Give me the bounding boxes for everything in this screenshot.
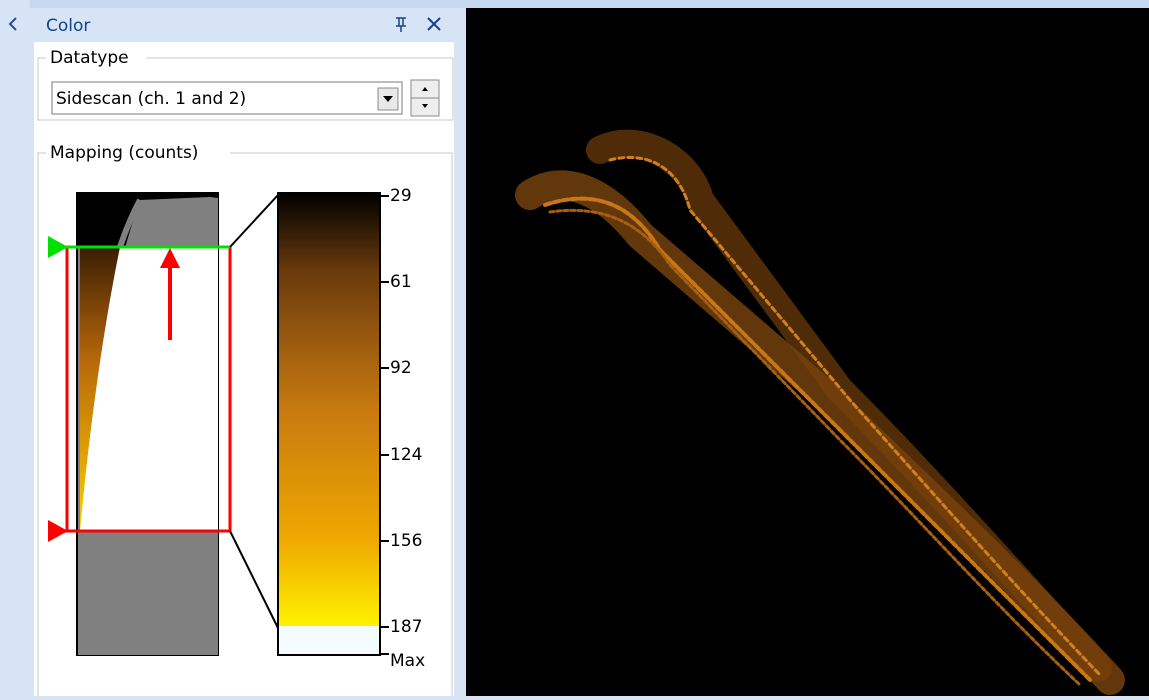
dropdown-value: Sidescan (ch. 1 and 2) [56, 89, 246, 109]
scale-label: 187 [390, 617, 422, 637]
scale-label: 61 [390, 272, 412, 292]
color-bar [278, 193, 380, 626]
scale-label: 29 [390, 186, 412, 206]
screen: Color Datatype Sidescan (ch. 1 and 2) Ma… [0, 0, 1149, 696]
group-label: Mapping (counts) [50, 143, 198, 163]
scale-label: 124 [390, 445, 422, 465]
side-strip [0, 0, 30, 696]
color-bar-max [278, 626, 380, 655]
panel-title: Color [46, 16, 90, 36]
scale-label: 156 [390, 531, 422, 551]
group-label: Datatype [50, 48, 129, 68]
top-strip [0, 0, 1149, 8]
scale-label: Max [390, 651, 425, 671]
scale-label: 92 [390, 358, 412, 378]
